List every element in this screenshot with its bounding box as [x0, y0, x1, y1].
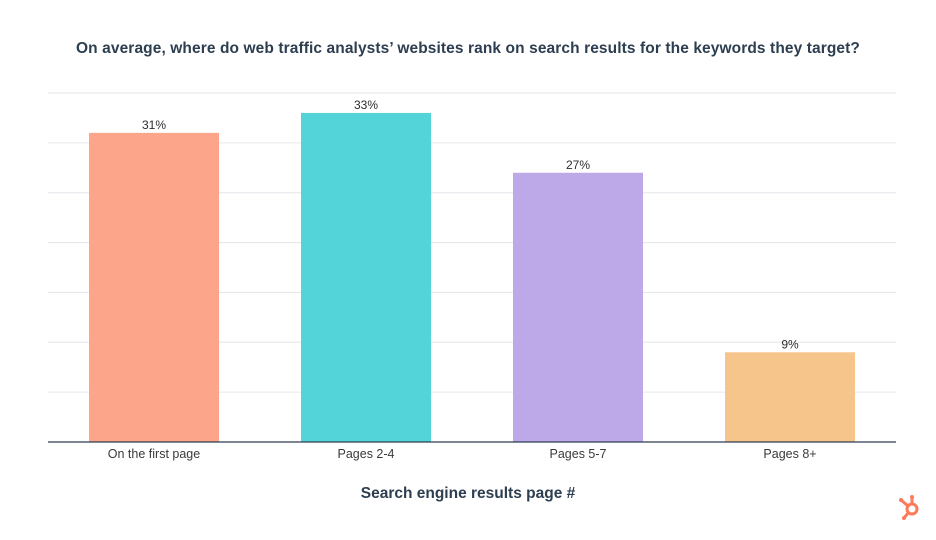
- bar-1: [89, 132, 219, 442]
- value-labels: 31% 33% 27% 9%: [142, 98, 799, 351]
- data-label: 27%: [566, 158, 590, 172]
- bar-2: [301, 112, 431, 442]
- bars: [89, 112, 855, 442]
- data-label: 9%: [781, 337, 799, 351]
- x-axis-title: Search engine results page #: [360, 485, 576, 502]
- hubspot-sprocket-icon: [899, 495, 919, 520]
- data-label: 31%: [142, 118, 166, 132]
- bar-4: [725, 352, 855, 442]
- x-tick-label: Pages 8+: [763, 447, 816, 461]
- x-tick-label: Pages 5-7: [550, 447, 607, 461]
- x-tick-label: Pages 2-4: [338, 447, 395, 461]
- x-tick-label: On the first page: [108, 447, 200, 461]
- data-label: 33%: [354, 98, 378, 112]
- bar-3: [513, 172, 643, 442]
- chart-title: On average, where do web traffic analyst…: [76, 40, 860, 57]
- x-tick-labels: On the first page Pages 2-4 Pages 5-7 Pages…: [108, 447, 817, 461]
